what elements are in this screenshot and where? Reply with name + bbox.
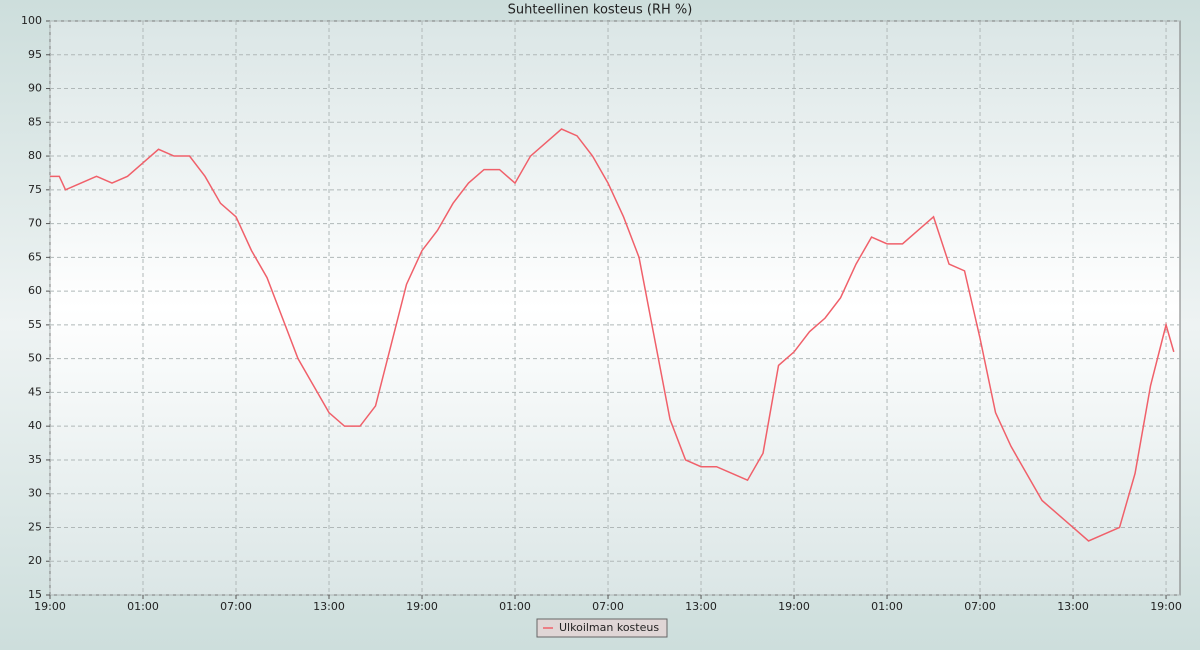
- series-line: [50, 128, 1175, 542]
- y-tick-label: 100: [21, 14, 42, 27]
- x-tick-label: 07:00: [964, 600, 996, 613]
- x-tick-label: 13:00: [1057, 600, 1089, 613]
- legend-label: Ulkoilman kosteus: [559, 621, 659, 634]
- y-tick-label: 40: [28, 419, 42, 432]
- x-tick-label: 19:00: [34, 600, 66, 613]
- y-tick-label: 70: [28, 217, 42, 230]
- x-tick-label: 01:00: [871, 600, 903, 613]
- y-tick-label: 55: [28, 318, 42, 331]
- y-tick-label: 50: [28, 352, 42, 365]
- y-tick-label: 75: [28, 183, 42, 196]
- y-tick-label: 85: [28, 115, 42, 128]
- x-tick-label: 01:00: [499, 600, 531, 613]
- plot-area: [49, 20, 1181, 596]
- x-tick-label: 07:00: [220, 600, 252, 613]
- x-tick-label: 13:00: [313, 600, 345, 613]
- legend-box: [536, 618, 668, 638]
- chart-title: Suhteellinen kosteus (RH %): [508, 3, 693, 18]
- x-tick-label: 13:00: [685, 600, 717, 613]
- x-tick-label: 19:00: [406, 600, 438, 613]
- y-tick-label: 65: [28, 250, 42, 263]
- y-tick-label: 80: [28, 149, 42, 162]
- y-tick-label: 15: [28, 588, 42, 601]
- y-tick-label: 25: [28, 520, 42, 533]
- y-tick-label: 95: [28, 48, 42, 61]
- y-tick-label: 60: [28, 284, 42, 297]
- y-tick-label: 90: [28, 82, 42, 95]
- y-tick-label: 20: [28, 554, 42, 567]
- y-tick-label: 30: [28, 487, 42, 500]
- x-tick-label: 01:00: [127, 600, 159, 613]
- y-tick-label: 35: [28, 453, 42, 466]
- y-tick-label: 45: [28, 385, 42, 398]
- x-tick-label: 19:00: [778, 600, 810, 613]
- x-tick-label: 19:00: [1150, 600, 1182, 613]
- x-tick-label: 07:00: [592, 600, 624, 613]
